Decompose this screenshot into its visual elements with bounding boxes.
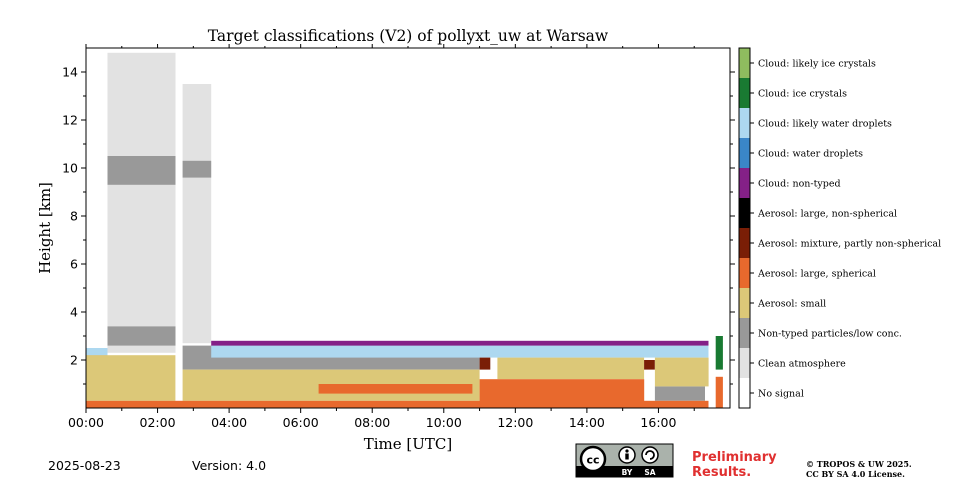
y-tick-label: 10 [62,161,78,176]
colorbar-frame [738,47,751,409]
colorbar-segment [739,198,750,228]
x-tick-label: 14:00 [569,415,605,430]
colorbar-label: Aerosol: large, non-spherical [757,209,897,220]
class-region [654,386,705,401]
class-region [182,160,212,178]
y-tick-label: 2 [70,353,78,368]
x-tick-label: 16:00 [640,415,676,430]
colorbar-segment [739,348,750,378]
colorbar-segment [739,168,750,198]
colorbar-segment [739,288,750,318]
x-tick-label: 08:00 [354,415,390,430]
class-region [86,400,709,408]
colorbar-label: Cloud: ice crystals [758,89,847,100]
preliminary-line-1: Preliminary [692,450,777,465]
colorbar-label: Cloud: non-typed [758,179,841,190]
colorbar-segment [739,258,750,288]
class-region [654,357,709,387]
colorbar-label: Aerosol: mixture, partly non-spherical [757,239,941,250]
x-tick-label: 02:00 [140,415,176,430]
chart-title: Target classifications (V2) of pollyxt_u… [208,27,609,45]
class-region [715,336,723,370]
y-axis: 2 4 6 8 10 12 14 [62,65,735,385]
colorbar-label: Cloud: likely ice crystals [758,59,876,70]
colorbar-segment [739,138,750,168]
x-tick-label: 12:00 [497,415,533,430]
class-region [479,357,491,370]
x-tick-label: 10:00 [426,415,462,430]
cc-by-sa-badge: cc BY SA [575,443,674,478]
y-tick-label: 14 [62,65,78,80]
class-region [479,379,645,408]
classification-heatmap [86,52,723,408]
x-tick-label: 04:00 [211,415,247,430]
footer-version: Version: 4.0 [192,458,266,473]
y-axis-label: Height [km] [36,182,54,274]
class-colorbar: Cloud: likely ice crystals Cloud: ice cry… [738,47,941,409]
footer-date: 2025-08-23 [48,458,121,473]
colorbar-segment [739,48,750,78]
class-region [182,84,212,344]
class-region [318,384,473,394]
colorbar-label: No signal [758,389,804,400]
class-region [86,355,176,401]
class-region [86,348,108,356]
colorbar-segment [739,318,750,348]
colorbar-label: Clean atmosphere [758,359,846,370]
cc-sa-label: SA [644,468,655,477]
cc-logo-text: cc [586,454,599,467]
share-alike-icon [641,446,659,464]
colorbar-segment [739,108,750,138]
y-tick-label: 4 [70,305,78,320]
plot-area [85,47,731,409]
class-region [715,376,723,408]
copyright-line-1: © TROPOS & UW 2025. [806,459,912,469]
cc-by-label: BY [622,468,633,477]
colorbar-label: Cloud: water droplets [758,149,863,160]
y-tick-label: 8 [70,209,78,224]
colorbar-label: Non-typed particles/low conc. [758,329,902,340]
colorbar-segment [739,78,750,108]
y-tick-label: 12 [62,113,78,128]
cc-logo-icon [579,445,607,473]
colorbar-label: Cloud: likely water droplets [758,119,892,130]
class-region [211,345,709,358]
x-tick-label: 06:00 [283,415,319,430]
class-region [107,156,176,185]
x-axis: 00:00 02:00 04:00 06:00 08:00 10:00 12:00 14:00… [68,44,695,430]
class-region [497,357,645,380]
class-region [107,52,176,353]
x-axis-label: Time [UTC] [364,435,453,453]
colorbar-segment [739,378,750,408]
class-region [211,340,709,346]
x-tick-label: 00:00 [68,415,104,430]
colorbar-label: Aerosol: large, spherical [757,269,876,280]
y-tick-label: 6 [70,257,78,272]
preliminary-line-2: Results. [692,465,751,480]
class-region [644,360,655,370]
copyright-line-2: CC BY SA 4.0 License. [806,469,905,479]
colorbar-label: Aerosol: small [757,299,826,310]
colorbar-segment [739,228,750,258]
class-region [107,326,176,346]
